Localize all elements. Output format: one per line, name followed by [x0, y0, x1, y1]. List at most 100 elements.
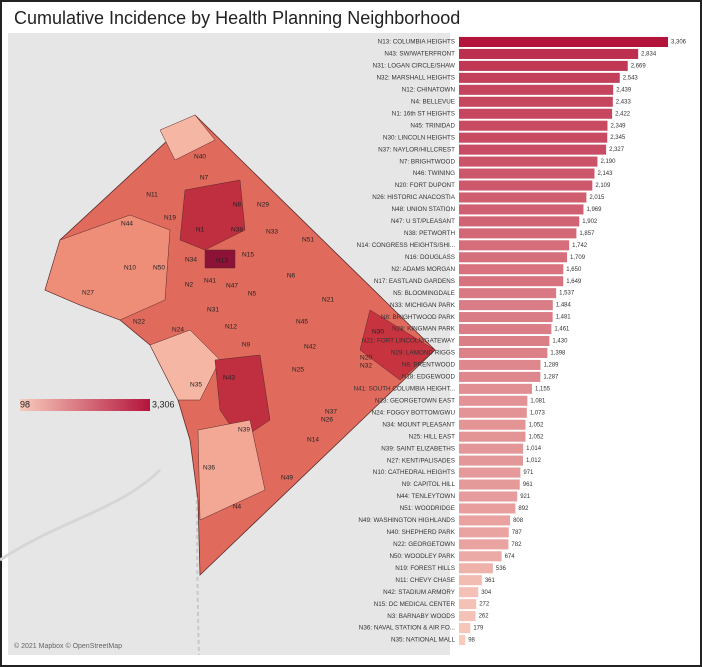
bar: [459, 36, 668, 48]
bar-value-label: 971: [523, 470, 534, 476]
bar-category-label: N5: BLOOMINGDALE: [393, 290, 455, 297]
bar-value-label: 1,857: [579, 231, 595, 237]
bar-value-label: 2,433: [616, 99, 632, 105]
map-label: N20: [360, 355, 372, 362]
bar: [459, 455, 523, 466]
bar-category-label: N34: MOUNT PLEASANT: [382, 421, 455, 428]
map-label: N50: [153, 265, 165, 272]
map-region: [197, 419, 266, 521]
bar-category-label: N40: SHEPHERD PARK: [387, 529, 456, 536]
bar-value-label: 1,289: [543, 362, 559, 368]
bar-category-label: N8: BRIGHTWOOD PARK: [381, 314, 456, 321]
legend-gradient: [20, 399, 150, 411]
bar: [459, 431, 526, 442]
bar-category-label: N47: U ST/PLEASANT: [391, 218, 455, 225]
bar: [459, 300, 553, 311]
bar-value-label: 782: [511, 542, 522, 548]
map-label: N11: [146, 192, 158, 199]
bar-value-label: 1,073: [530, 410, 546, 416]
bar: [459, 539, 509, 550]
bar-category-label: N35: NATIONAL MALL: [391, 637, 456, 644]
bar-value-label: 1,052: [529, 422, 545, 428]
map-label: N35: [190, 382, 202, 389]
bar-value-label: 1,649: [566, 279, 582, 285]
map-label: N31: [207, 307, 219, 314]
map-label: N34: [185, 257, 197, 264]
map-label: N32: [360, 363, 372, 370]
map-region: [359, 309, 436, 381]
map-label: N8: [233, 202, 242, 209]
bar: [459, 383, 533, 394]
map-region: [179, 179, 246, 251]
bar-value-label: 1,537: [559, 291, 575, 297]
bar: [459, 156, 598, 167]
bar-value-label: 2,349: [611, 123, 627, 129]
map-label: N26: [321, 417, 333, 424]
bar-value-label: 1,398: [550, 351, 566, 357]
map-label: N43: [223, 375, 235, 382]
bar-category-label: N7: BRIGHTWOOD: [399, 158, 455, 165]
bar: [459, 108, 613, 119]
bar-value-label: 2,834: [641, 52, 657, 58]
bar-value-label: 2,190: [600, 159, 616, 165]
map-label: N47: [226, 283, 238, 290]
bar: [459, 443, 524, 454]
bar-category-label: N19: FOREST HILLS: [395, 565, 455, 572]
bar-value-label: 2,143: [597, 171, 613, 177]
map-label: N4: [233, 504, 242, 511]
bar-category-label: N20: FORT DUPONT: [395, 182, 455, 189]
map-label: N29: [257, 202, 269, 209]
bar: [459, 168, 595, 179]
bar-category-label: N44: TENLEYTOWN: [396, 493, 455, 500]
bar-value-label: 1,430: [552, 339, 568, 345]
bar-category-label: N28: KINGMAN PARK: [392, 326, 456, 333]
map-label: N14: [307, 437, 319, 444]
bar: [459, 72, 620, 83]
bar: [459, 120, 608, 131]
bar-category-label: N14: CONGRESS HEIGHTS/SHI...: [357, 242, 456, 249]
map-label: N7: [200, 175, 209, 182]
map-label: N40: [194, 154, 206, 161]
map-label: N5: [248, 291, 257, 298]
map-road: [194, 429, 200, 656]
bar-value-label: 1,969: [586, 207, 602, 213]
map-label: N27: [82, 290, 94, 297]
bar: [459, 48, 639, 59]
bar: [459, 276, 564, 287]
bar: [459, 240, 570, 251]
bar-category-label: N26: HISTORIC ANACOSTIA: [372, 194, 456, 201]
bar: [459, 96, 613, 107]
bar: [459, 551, 502, 562]
bar-category-label: N25: HILL EAST: [409, 433, 455, 440]
map-label: N6: [287, 273, 296, 280]
bar-value-label: 892: [518, 506, 529, 512]
bar: [459, 288, 557, 299]
bar: [459, 515, 511, 526]
bar: [459, 563, 493, 574]
bar-value-label: 921: [520, 494, 531, 500]
dashboard-title: Cumulative Incidence by Health Planning …: [14, 8, 460, 28]
bar-category-label: N16: DOUGLASS: [405, 254, 455, 261]
bar: [459, 419, 526, 430]
bar-category-label: N10: CATHEDRAL HEIGHTS: [373, 469, 455, 476]
bar-value-label: 1,742: [572, 243, 588, 249]
bar-value-label: 361: [485, 578, 496, 584]
bar-category-label: N42: STADIUM ARMORY: [383, 589, 456, 596]
bar-category-label: N50: WOODLEY PARK: [389, 553, 455, 560]
bar-value-label: 2,543: [623, 75, 639, 81]
bar-value-label: 98: [468, 638, 475, 644]
bar-category-label: N45: TRINIDAD: [410, 122, 455, 129]
bar: [459, 527, 509, 538]
bar: [459, 395, 528, 406]
map-region: [149, 329, 221, 401]
bar: [459, 264, 564, 275]
bar: [459, 491, 518, 502]
bar-category-label: N12: CHINATOWN: [402, 86, 456, 93]
bar-value-label: 1,461: [554, 327, 570, 333]
bar-value-label: 1,650: [566, 267, 582, 273]
map-label: N24: [172, 327, 184, 334]
map-road: [0, 468, 162, 562]
bar: [459, 324, 552, 335]
bar-category-label: N33: MICHIGAN PARK: [390, 302, 456, 309]
